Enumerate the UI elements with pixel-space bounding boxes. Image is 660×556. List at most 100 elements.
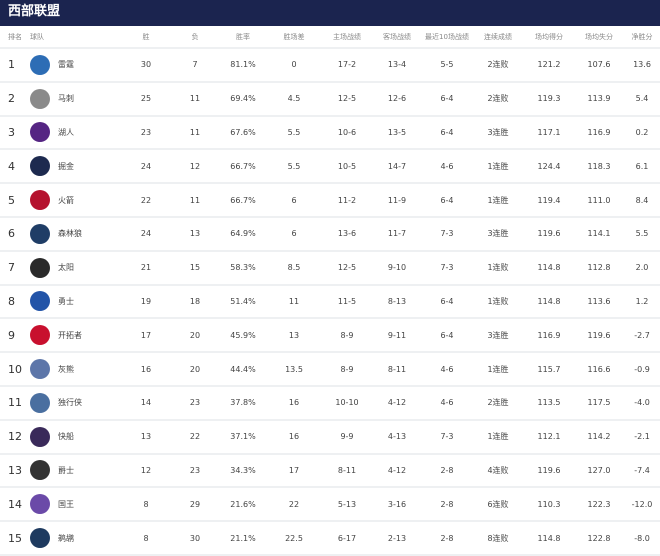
conference-title: 西部联盟 (0, 0, 660, 26)
rank: 6 (8, 227, 15, 241)
wins: 21 (140, 263, 152, 273)
wins: 12 (140, 465, 152, 475)
streak: 2连败 (487, 60, 509, 70)
header-ppg: 场均得分 (535, 32, 563, 41)
team-name[interactable]: 湖人 (58, 127, 74, 137)
streak: 1连胜 (487, 432, 509, 442)
games-behind: 8.5 (287, 263, 301, 273)
team-name[interactable]: 国王 (58, 499, 74, 509)
points-against: 116.6 (587, 364, 611, 374)
games-behind: 11 (288, 296, 300, 306)
rank: 12 (8, 430, 22, 444)
win-pct: 34.3% (230, 465, 256, 475)
table-row[interactable]: 5 火箭 22 11 66.7% 6 11-2 11-9 6-4 1连胜 119.4 111.0 8.… (0, 184, 660, 218)
losses: 23 (189, 465, 201, 475)
last10-record: 7-3 (440, 263, 454, 273)
wins: 8 (143, 533, 149, 543)
team-logo-icon (30, 122, 50, 143)
games-behind: 16 (288, 432, 300, 442)
points-for: 112.1 (537, 432, 561, 442)
points-against: 111.0 (587, 195, 611, 205)
win-pct: 44.4% (230, 364, 256, 374)
team-name[interactable]: 火箭 (58, 195, 74, 205)
points-against: 122.3 (587, 499, 611, 509)
team-name[interactable]: 掘金 (58, 161, 74, 171)
team-name[interactable]: 灰熊 (58, 364, 74, 374)
team-name[interactable]: 太阳 (58, 263, 74, 273)
team-name[interactable]: 独行侠 (58, 398, 82, 408)
team-logo-icon (30, 257, 50, 278)
table-row[interactable]: 7 太阳 21 15 58.3% 8.5 12-5 9-10 7-3 1连败 114.8 112.8… (0, 252, 660, 286)
point-diff: 0.2 (635, 127, 649, 137)
points-against: 122.8 (587, 533, 611, 543)
points-for: 124.4 (537, 161, 561, 171)
games-behind: 13 (288, 330, 300, 340)
rank: 10 (8, 362, 22, 376)
wins: 8 (143, 499, 149, 509)
table-row[interactable]: 4 掘金 24 12 66.7% 5.5 10-5 14-7 4-6 1连胜 124.4 118.3… (0, 150, 660, 185)
wins: 25 (140, 94, 152, 104)
losses: 13 (189, 229, 201, 239)
team-name[interactable]: 爵士 (58, 465, 74, 475)
point-diff: 13.6 (633, 60, 651, 70)
points-against: 113.6 (587, 296, 611, 306)
losses: 23 (189, 398, 201, 408)
away-record: 9-10 (387, 263, 407, 273)
table-row[interactable]: 12 快船 13 22 37.1% 16 9-9 4-13 7-3 1连胜 112.1 114.2 -… (0, 421, 660, 455)
away-record: 4-13 (387, 432, 407, 442)
away-record: 8-13 (387, 296, 407, 306)
wins: 16 (140, 364, 152, 374)
team-logo-icon (30, 528, 50, 549)
team-name[interactable]: 雷霆 (58, 60, 74, 70)
rank: 5 (8, 193, 15, 207)
table-row[interactable]: 10 灰熊 16 20 44.4% 13.5 8-9 8-11 4-6 1连胜 115.7 116.… (0, 353, 660, 387)
win-pct: 81.1% (230, 60, 256, 70)
table-row[interactable]: 8 勇士 19 18 51.4% 11 11-5 8-13 6-4 1连败 114.8 113.6 1… (0, 286, 660, 320)
last10-record: 6-4 (440, 127, 454, 137)
team-name[interactable]: 快船 (58, 432, 74, 442)
table-row[interactable]: 1 雷霆 30 7 81.1% 0 17-2 13-4 5-5 2连败 121.2 107.6 13.… (0, 49, 660, 83)
streak: 3连胜 (487, 229, 509, 239)
home-record: 5-13 (337, 499, 357, 509)
team-name[interactable]: 森林狼 (58, 229, 82, 239)
team-logo-icon (30, 223, 50, 244)
games-behind: 6 (291, 195, 297, 205)
team-name[interactable]: 马刺 (58, 94, 74, 104)
games-behind: 5.5 (287, 161, 301, 171)
table-row[interactable]: 3 湖人 23 11 67.6% 5.5 10-6 13-5 6-4 3连胜 117.1 116.9… (0, 117, 660, 151)
games-behind: 22 (288, 499, 300, 509)
table-row[interactable]: 11 独行侠 14 23 37.8% 16 10-10 4-12 4-6 2连胜 113.5 117… (0, 387, 660, 421)
away-record: 2-13 (387, 533, 407, 543)
table-row[interactable]: 14 国王 8 29 21.6% 22 5-13 3-16 2-8 6连败 110.3 122.3 -… (0, 488, 660, 523)
header-streak: 连续成绩 (484, 32, 512, 41)
streak: 8连败 (487, 533, 509, 543)
home-record: 8-9 (340, 330, 354, 340)
table-row[interactable]: 15 鹈鹕 8 30 21.1% 22.5 6-17 2-13 2-8 8连败 114.8 122.… (0, 522, 660, 556)
rank: 13 (8, 463, 22, 477)
points-for: 113.5 (537, 398, 561, 408)
losses: 12 (189, 161, 201, 171)
team-name[interactable]: 开拓者 (58, 330, 82, 340)
home-record: 8-11 (337, 465, 357, 475)
points-for: 116.9 (537, 330, 561, 340)
team-logo-icon (30, 460, 50, 481)
home-record: 10-5 (337, 161, 357, 171)
table-row[interactable]: 13 爵士 12 23 34.3% 17 8-11 4-12 2-8 4连败 119.6 127.0… (0, 455, 660, 489)
table-row[interactable]: 2 马刺 25 11 69.4% 4.5 12-5 12-6 6-4 2连败 119.3 113.9… (0, 83, 660, 117)
header-team: 球队 (30, 32, 44, 41)
last10-record: 7-3 (440, 432, 454, 442)
header-losses: 负 (191, 32, 199, 41)
rank: 3 (8, 125, 15, 139)
point-diff: -2.7 (634, 330, 650, 340)
games-behind: 0 (291, 60, 297, 70)
team-name[interactable]: 勇士 (58, 296, 74, 306)
table-row[interactable]: 6 森林狼 24 13 64.9% 6 13-6 11-7 7-3 3连胜 119.6 114.1 5… (0, 218, 660, 252)
streak: 1连胜 (487, 161, 509, 171)
team-logo-icon (30, 54, 50, 75)
team-name[interactable]: 鹈鹕 (58, 533, 74, 543)
table-row[interactable]: 9 开拓者 17 20 45.9% 13 8-9 9-11 6-4 3连胜 116.9 119.6 -… (0, 319, 660, 354)
points-for: 119.6 (537, 229, 561, 239)
last10-record: 5-5 (440, 60, 454, 70)
games-behind: 6 (291, 229, 297, 239)
standings-table: 1 雷霆 30 7 81.1% 0 17-2 13-4 5-5 2连败 121.2 107.6 13.… (0, 49, 660, 556)
